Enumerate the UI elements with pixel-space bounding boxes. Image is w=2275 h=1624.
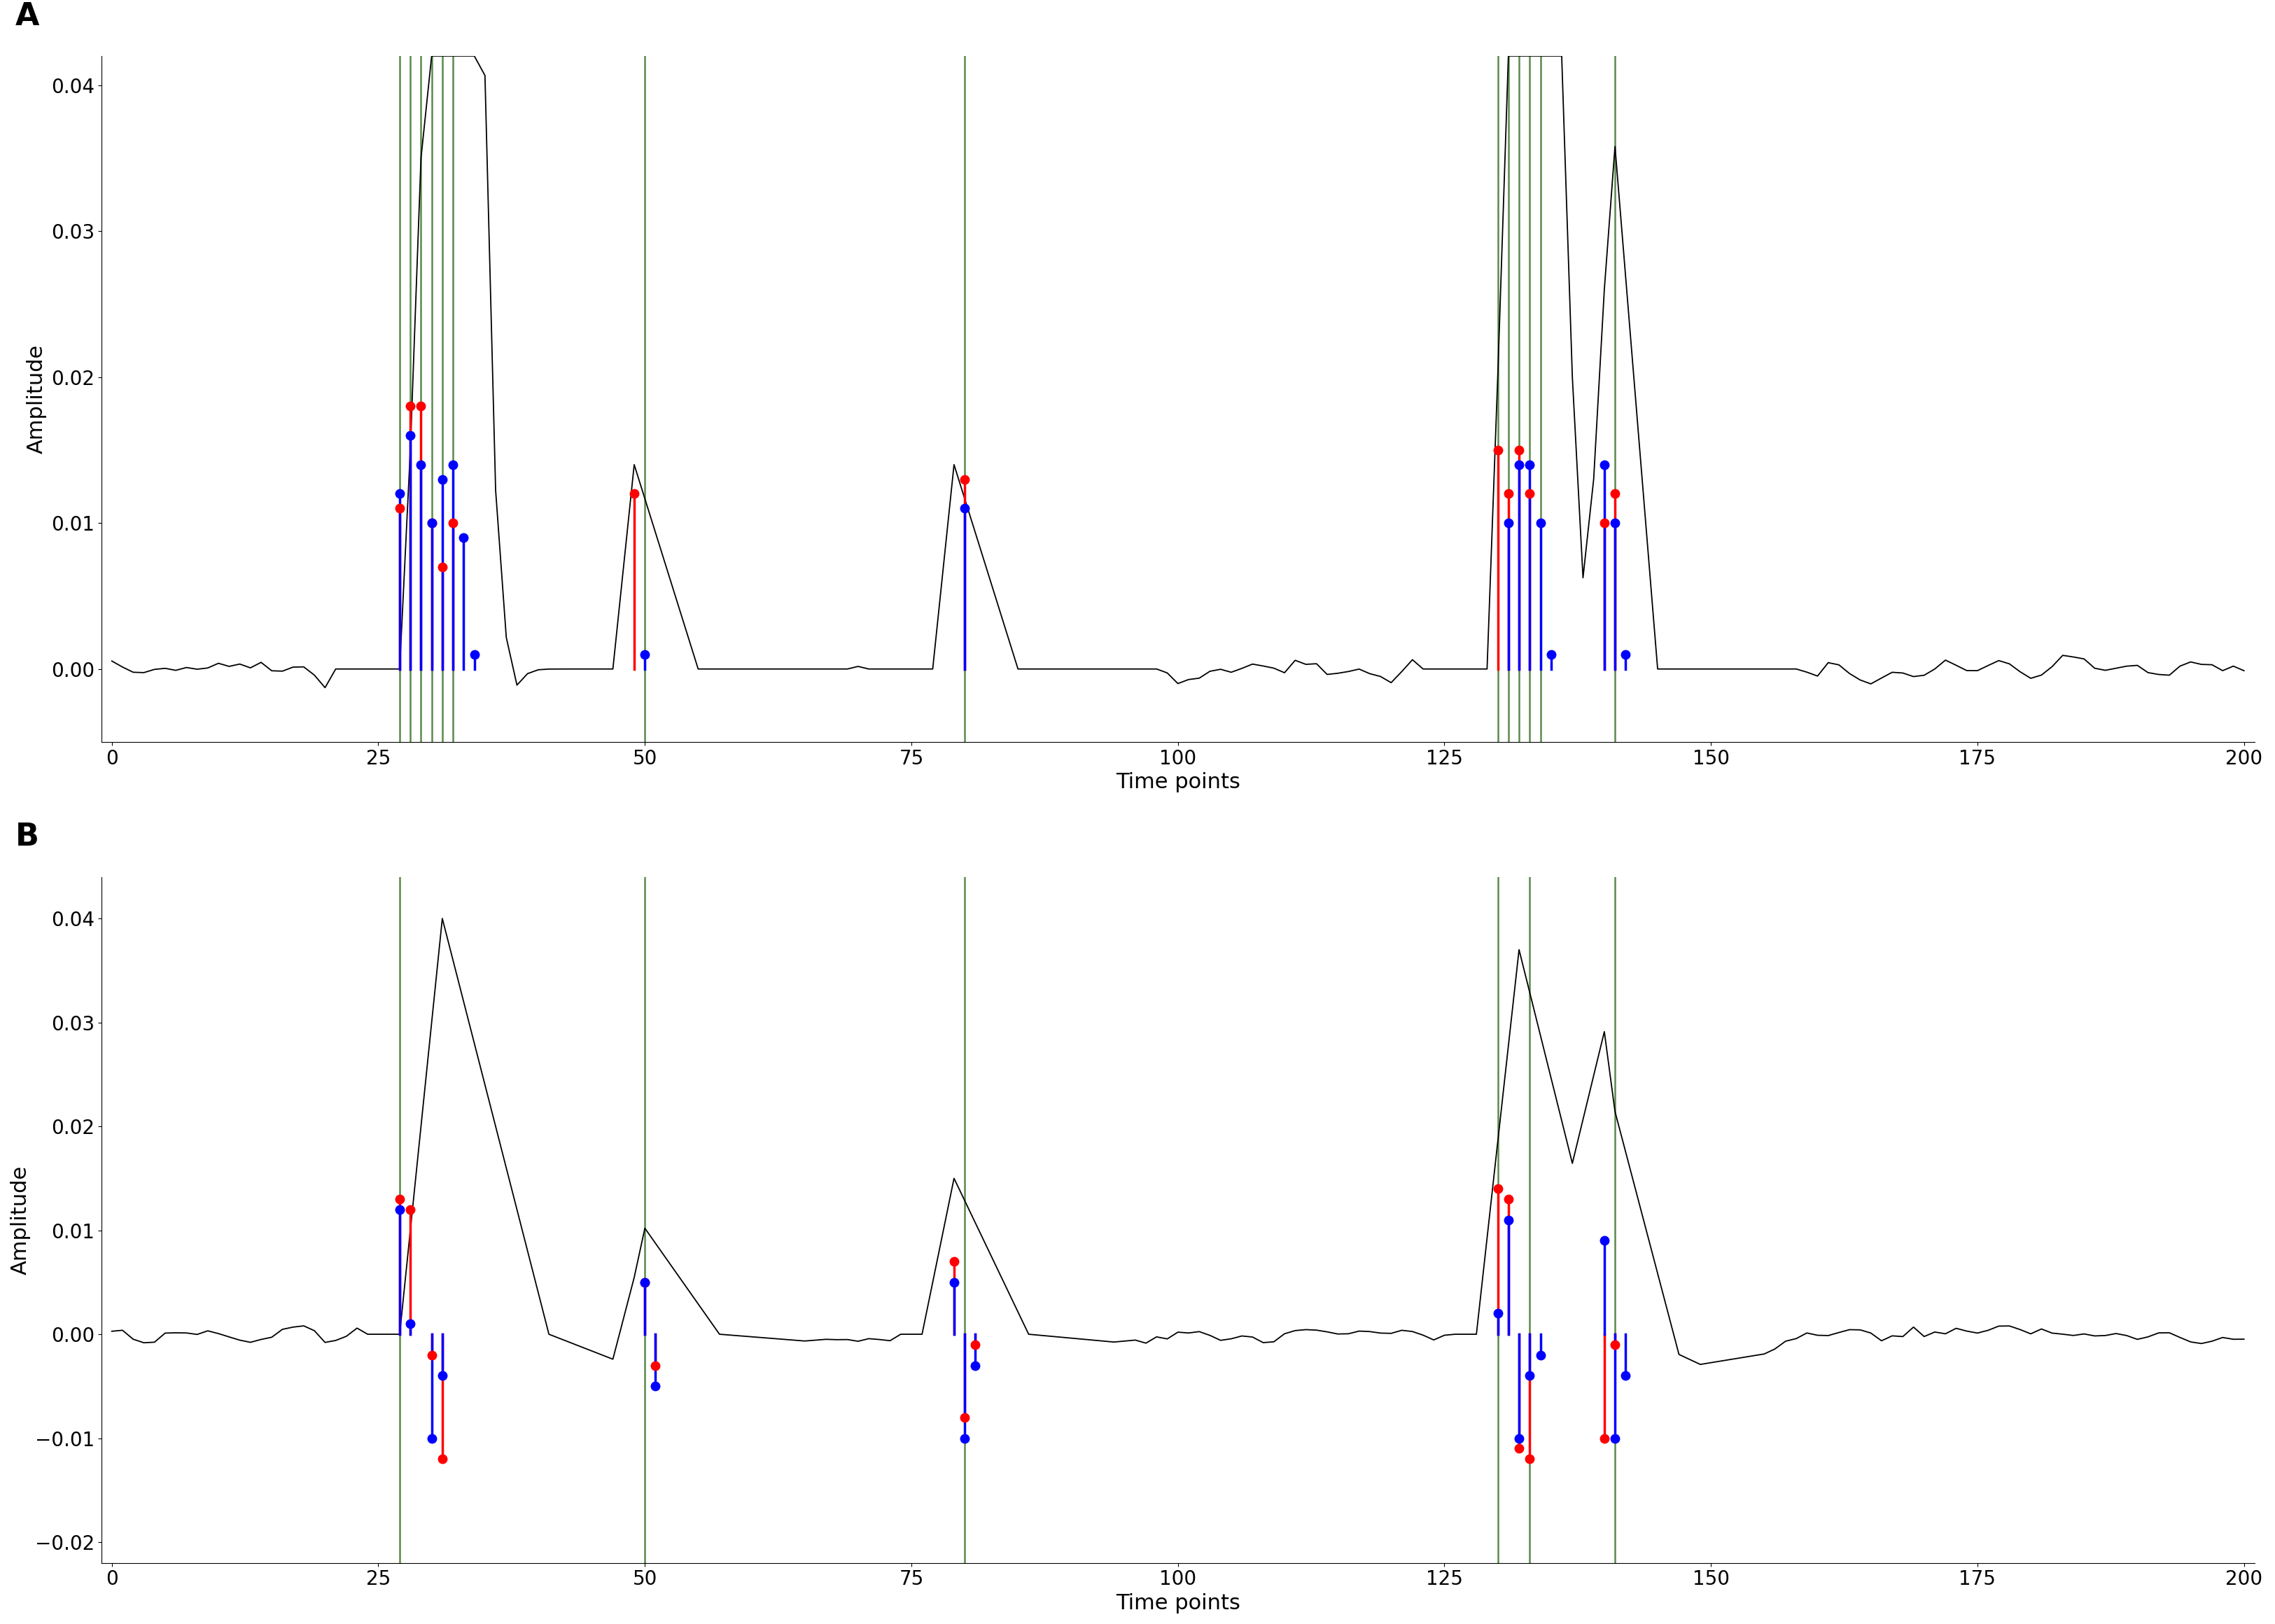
- X-axis label: Time points: Time points: [1115, 1593, 1240, 1614]
- Text: B: B: [16, 822, 39, 853]
- Y-axis label: Amplitude: Amplitude: [27, 344, 48, 453]
- Y-axis label: Amplitude: Amplitude: [11, 1166, 32, 1275]
- Text: A: A: [16, 2, 39, 31]
- X-axis label: Time points: Time points: [1115, 773, 1240, 793]
